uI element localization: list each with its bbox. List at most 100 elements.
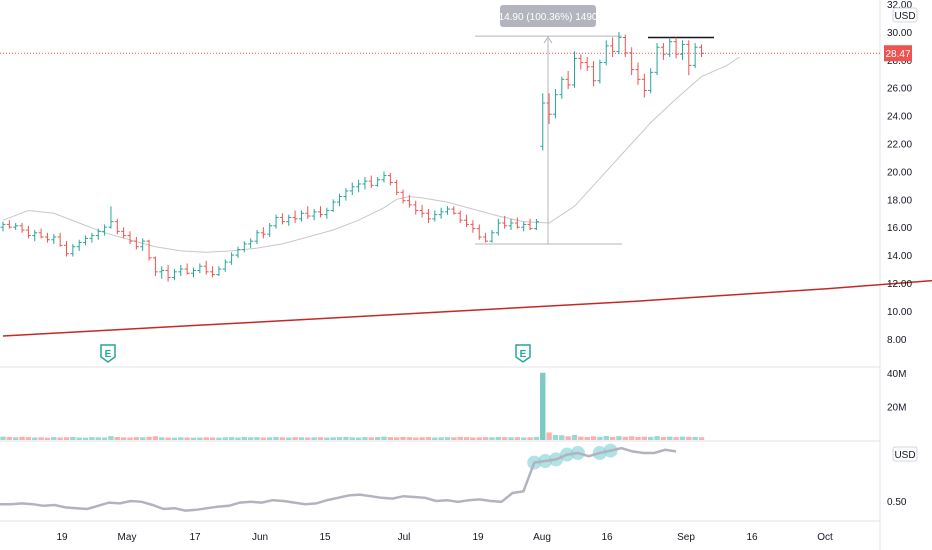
ohlc-bar <box>489 229 495 243</box>
ohlc-bar <box>679 40 685 60</box>
ohlc-bar <box>470 220 476 233</box>
volume-bar <box>470 437 476 440</box>
ohlc-bar <box>381 171 387 183</box>
time-tick-label: May <box>118 532 137 543</box>
volume-bar <box>527 437 533 440</box>
volume-bar <box>51 437 57 440</box>
earnings-marker: E <box>515 344 531 363</box>
volume-bar <box>70 436 76 440</box>
volume-bar <box>120 437 127 440</box>
ohlc-bar <box>654 43 660 76</box>
ohlc-bar <box>368 175 374 189</box>
price-tick-label: 8.00 <box>887 335 907 346</box>
volume-bar <box>95 437 101 440</box>
volume-bar <box>38 437 44 440</box>
time-axis[interactable]: 19 May 17 Jun 15 Jul 19 Aug 16 Sep 16 Oct <box>56 532 833 543</box>
volume-bar <box>89 437 95 440</box>
volume-bar <box>641 436 648 440</box>
volume-bar <box>311 437 317 440</box>
volume-bar <box>349 437 355 440</box>
ohlc-bar <box>464 214 470 228</box>
price-tick-label: 12.00 <box>887 279 912 290</box>
ohlc-bar <box>197 263 203 274</box>
measure-label: 14.90 (100.36%) 1490 <box>499 12 598 23</box>
ohlc-bar <box>51 234 57 244</box>
volume-bar <box>628 436 635 440</box>
volume-bar <box>241 436 247 440</box>
time-tick-label: 15 <box>319 532 331 543</box>
volume-bar <box>622 436 628 440</box>
volume-bar <box>559 435 565 440</box>
volume-bar <box>178 437 184 440</box>
volume-bar <box>101 437 108 440</box>
ohlc-bar <box>95 228 101 240</box>
ohlc-bar <box>32 229 38 242</box>
volume-bar <box>152 436 159 440</box>
volume-bar <box>25 437 32 440</box>
ohlc-bar <box>159 266 165 279</box>
price-tick-label: 14.00 <box>887 251 912 262</box>
ohlc-bar <box>419 204 425 218</box>
ohlc-bar <box>298 210 304 222</box>
volume-bar <box>540 372 546 440</box>
volume-bar <box>425 437 432 440</box>
ohlc-bar <box>591 61 597 87</box>
volume-bar <box>19 436 25 440</box>
volume-bar <box>565 436 571 440</box>
volume-bar <box>686 436 692 440</box>
ohlc-bar <box>248 238 254 249</box>
volume-bar <box>260 437 267 440</box>
volume-bar <box>273 436 279 440</box>
ohlc-bar <box>616 31 622 55</box>
earnings-marker: E <box>100 344 116 363</box>
volume-bar <box>603 435 609 440</box>
ohlc-bar <box>648 68 654 94</box>
volume-bar <box>648 436 654 440</box>
price-tick-label: 30.00 <box>887 28 912 39</box>
rs-path <box>0 446 677 512</box>
volume-bar <box>146 436 152 440</box>
volume-bar <box>317 437 324 440</box>
ohlc-bar <box>184 263 190 275</box>
ohlc-bar <box>89 232 95 243</box>
ohlc-bar <box>292 210 298 224</box>
grid <box>0 0 881 550</box>
volume-bar <box>673 437 679 440</box>
price-tick-label: 26.00 <box>887 84 912 95</box>
volume-bar <box>108 436 114 440</box>
ohlc-bar <box>13 223 19 230</box>
volume-bar <box>279 437 286 440</box>
volume-bar <box>44 437 51 440</box>
ohlc-bar <box>121 227 127 239</box>
ohlc-bar <box>140 238 146 251</box>
volume-bar <box>355 437 362 440</box>
volume-bar <box>394 437 400 440</box>
ohlc-bar <box>483 232 489 243</box>
volume-bar <box>578 436 584 440</box>
ohlc-bar <box>527 218 533 230</box>
volume-bar <box>228 437 235 440</box>
measure-tool[interactable]: 14.90 (100.36%) 1490 <box>475 5 714 245</box>
time-tick-label: 17 <box>189 532 201 543</box>
ohlc-bar <box>286 214 292 226</box>
volume-bar <box>209 437 216 440</box>
price-axis[interactable]: 8.00 10.00 12.00 14.00 16.00 18.00 20.00 22.00 2… <box>884 0 918 346</box>
ohlc-bar <box>597 59 603 84</box>
volume-bar <box>374 436 381 440</box>
volume-bar <box>32 437 38 440</box>
volume-bar <box>190 437 197 440</box>
volume-bar <box>133 437 140 440</box>
ohlc-bar <box>318 206 323 218</box>
volume-bar <box>216 437 222 440</box>
measure-arrow <box>543 36 553 44</box>
volume-bar <box>552 434 559 440</box>
rs-axis: USD 0.50 <box>887 446 918 508</box>
ohlc-bar <box>387 172 393 186</box>
volume-bar <box>584 436 590 440</box>
ohlc-bar <box>44 232 50 243</box>
ohlc-bar <box>203 260 209 275</box>
ohlc-bar <box>311 209 317 221</box>
sma-short-line <box>2 56 740 253</box>
